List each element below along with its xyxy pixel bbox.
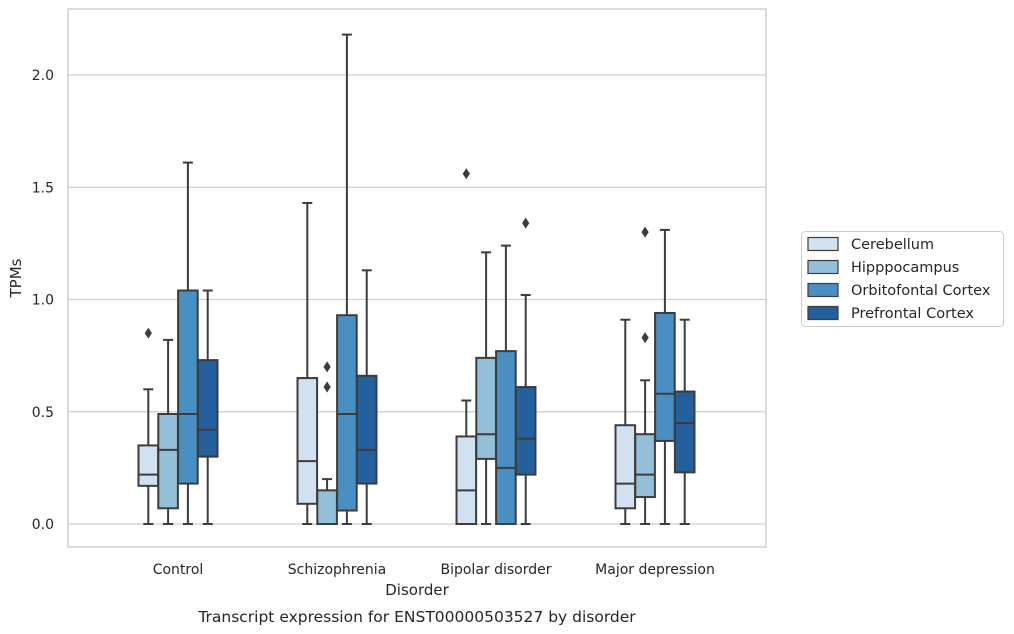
box-iqr: [296, 377, 319, 505]
box-hipppocampus-3: [634, 226, 656, 525]
box-hipppocampus-1: [316, 361, 338, 526]
box-iqr: [137, 444, 160, 487]
box-cerebellum-2: [455, 168, 478, 526]
legend-label: Hipppocampus: [851, 260, 959, 276]
outlier-point: [323, 381, 331, 393]
box-iqr: [634, 433, 656, 499]
x-tick-label: Schizophrenia: [288, 562, 386, 578]
outlier-point: [323, 361, 331, 373]
box-hipppocampus-0: [157, 338, 179, 525]
y-tick-label: 2.0: [32, 68, 54, 84]
outlier-point: [641, 332, 649, 344]
x-tick-label: Bipolar disorder: [440, 562, 551, 578]
box-iqr: [673, 390, 696, 474]
box-prefrontal-cortex-2: [514, 217, 537, 525]
legend-swatch: [807, 236, 839, 252]
chart-caption: Transcript expression for ENST0000050352…: [197, 608, 636, 626]
box-iqr: [336, 314, 358, 512]
legend: Cerebellum Hipppocampus Orbitofontal Corte…: [801, 231, 1004, 327]
outlier-point: [462, 168, 470, 180]
box-cerebellum-3: [614, 318, 637, 525]
outlier-point: [522, 217, 530, 229]
box-iqr: [455, 435, 478, 526]
y-tick-label: 1.0: [32, 293, 54, 309]
box-iqr: [495, 350, 517, 526]
box-iqr: [514, 386, 537, 476]
box-iqr: [316, 489, 338, 526]
legend-label: Cerebellum: [851, 237, 934, 253]
box-orbitofontal-cortex-0: [177, 161, 199, 525]
box-prefrontal-cortex-3: [673, 318, 696, 525]
box-iqr: [654, 311, 676, 442]
legend-label: Orbitofontal Cortex: [851, 283, 991, 299]
legend-swatch: [807, 282, 839, 298]
plot-frame: [67, 8, 767, 548]
box-iqr: [196, 359, 219, 458]
x-axis-ticks: Control Schizophrenia Bipolar disorder Majo…: [153, 562, 715, 578]
legend-swatch: [807, 305, 839, 321]
box-plot-area: [137, 33, 696, 526]
y-tick-label: 0.0: [32, 517, 54, 533]
box-cerebellum-0: [137, 327, 160, 525]
box-orbitofontal-cortex-1: [336, 33, 358, 525]
legend-frame: [801, 231, 1004, 327]
box-cerebellum-1: [296, 201, 319, 525]
x-tick-label: Major depression: [595, 562, 715, 578]
outlier-point: [144, 327, 152, 339]
legend-swatch: [807, 259, 839, 275]
box-hipppocampus-2: [475, 251, 497, 525]
y-axis-label: TPMs: [7, 258, 25, 298]
box-orbitofontal-cortex-2: [495, 244, 517, 526]
y-tick-label: 0.5: [32, 405, 54, 421]
x-tick-label: Control: [153, 562, 204, 578]
y-tick-label: 1.5: [32, 180, 54, 196]
box-iqr: [157, 412, 179, 510]
box-iqr: [177, 289, 199, 485]
outlier-point: [641, 226, 649, 238]
box-orbitofontal-cortex-3: [654, 228, 676, 525]
box-iqr: [475, 356, 497, 460]
box-iqr: [614, 424, 637, 510]
box-prefrontal-cortex-1: [355, 269, 378, 525]
box-prefrontal-cortex-0: [196, 289, 219, 525]
x-axis-label: Disorder: [385, 581, 449, 599]
box-iqr: [355, 374, 378, 485]
y-axis-ticks: 0.0 0.5 1.0 1.5 2.0: [32, 68, 54, 533]
legend-label: Prefrontal Cortex: [851, 306, 974, 322]
